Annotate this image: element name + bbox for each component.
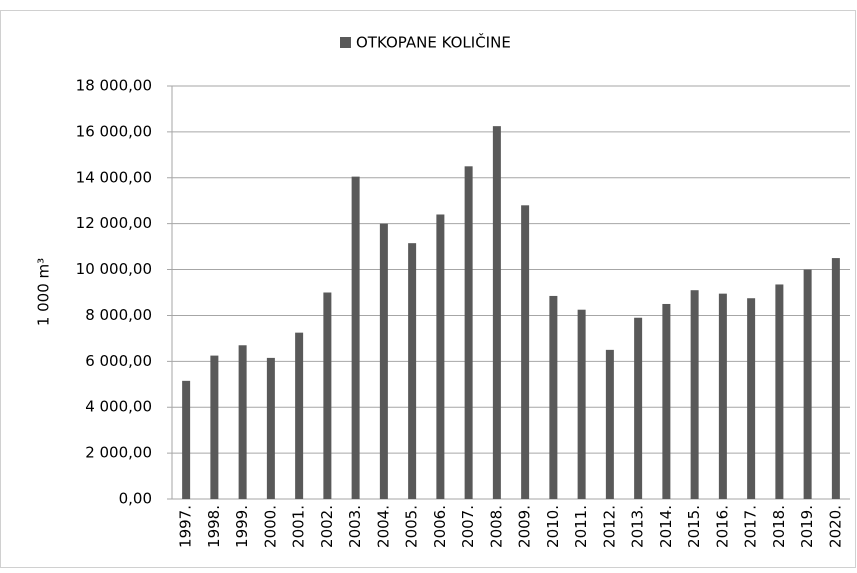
y-tick-label: 2 000,00 [85,444,152,462]
x-tick-label: 2015. [685,505,703,548]
x-tick-label: 2008. [487,505,505,548]
bar [464,166,473,500]
x-tick-label: 2020. [826,505,844,548]
x-tick-label: 2006. [431,505,449,548]
x-tick-label: 1997. [177,505,195,548]
bar [408,243,417,499]
y-tick-label: 12 000,00 [76,214,152,232]
bar [295,332,304,499]
x-tick-label: 2002. [318,505,336,548]
bar [803,269,812,499]
x-tick-label: 2005. [403,505,421,548]
bar [549,295,558,499]
x-tick-label: 2000. [261,505,279,548]
bar [492,126,501,500]
bar [775,284,784,499]
y-tick-label: 16 000,00 [76,122,152,140]
bar [718,293,727,499]
x-tick-label: 2012. [600,505,618,548]
x-tick-label: 2001. [290,505,308,548]
bar [379,223,388,499]
x-tick-label: 2011. [572,505,590,548]
x-tick-label: 2004. [374,505,392,548]
y-tick-label: 4 000,00 [85,398,152,416]
x-tick-label: 1998. [205,505,223,548]
legend-label: OTKOPANE KOLIČINE [356,33,511,52]
x-tick-label: 2003. [346,505,364,548]
bar [521,205,530,500]
x-tick-label: 2017. [742,505,760,548]
x-tick-label: 2018. [770,505,788,548]
y-axis-label: 1 000 m³ [35,258,53,326]
y-tick-label: 14 000,00 [76,168,152,186]
x-tick-label: 2013. [629,505,647,548]
x-tick-label: 2014. [657,505,675,548]
y-tick-label: 0,00 [119,490,152,508]
y-tick-label: 6 000,00 [85,352,152,370]
bar [436,214,445,499]
x-tick-label: 2019. [798,505,816,548]
x-tick-label: 2016. [713,505,731,548]
bar [690,290,699,499]
x-tick-label: 2010. [544,505,562,548]
bar [351,176,360,499]
bar [831,258,840,499]
y-tick-label: 10 000,00 [76,260,152,278]
bar [747,298,756,499]
chart-frame [0,10,856,568]
bar [210,355,219,499]
y-tick-label: 18 000,00 [76,77,152,95]
x-tick-label: 2009. [516,505,534,548]
bar [605,349,614,499]
bar [323,292,332,499]
bar [662,303,671,499]
x-tick-label: 1999. [233,505,251,548]
legend-swatch [340,37,351,48]
bar [238,345,247,499]
y-tick-label: 8 000,00 [85,306,152,324]
bar [182,380,191,499]
x-tick-label: 2007. [459,505,477,548]
bar [266,357,275,499]
bar [634,317,643,499]
bar [577,309,586,499]
